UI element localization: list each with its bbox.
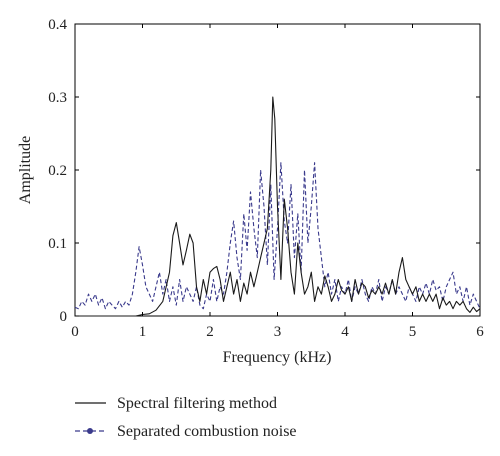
x-tick-label: 2 [206, 324, 214, 340]
x-tick-label: 5 [409, 324, 417, 340]
y-tick-label: 0.4 [48, 17, 67, 33]
series-layer [74, 96, 481, 317]
legend-label-spectral: Spectral filtering method [117, 395, 277, 412]
x-tick-label: 0 [71, 324, 79, 340]
series-line-0 [75, 96, 481, 317]
y-tick-label: 0.2 [48, 163, 67, 179]
x-tick-label: 6 [476, 324, 484, 340]
y-tick-label: 0.3 [48, 90, 67, 106]
x-tick-label: 3 [274, 324, 282, 340]
x-tick-label: 4 [341, 324, 349, 340]
y-tick-label: 0 [60, 309, 68, 325]
plot-frame [74, 23, 481, 317]
legend-marker-combustion [87, 428, 93, 434]
legend-label-combustion: Separated combustion noise [117, 423, 297, 440]
ticks-layer: 0 1 2 3 4 5 6 0 0.1 0.2 0.3 0.4 [48, 17, 484, 340]
legend: Spectral filtering method Separated comb… [75, 395, 297, 440]
y-tick-label: 0.1 [48, 236, 67, 252]
x-tick-label: 1 [139, 324, 147, 340]
y-axis-label: Amplitude [17, 136, 34, 204]
x-axis-label: Frequency (kHz) [223, 349, 332, 366]
